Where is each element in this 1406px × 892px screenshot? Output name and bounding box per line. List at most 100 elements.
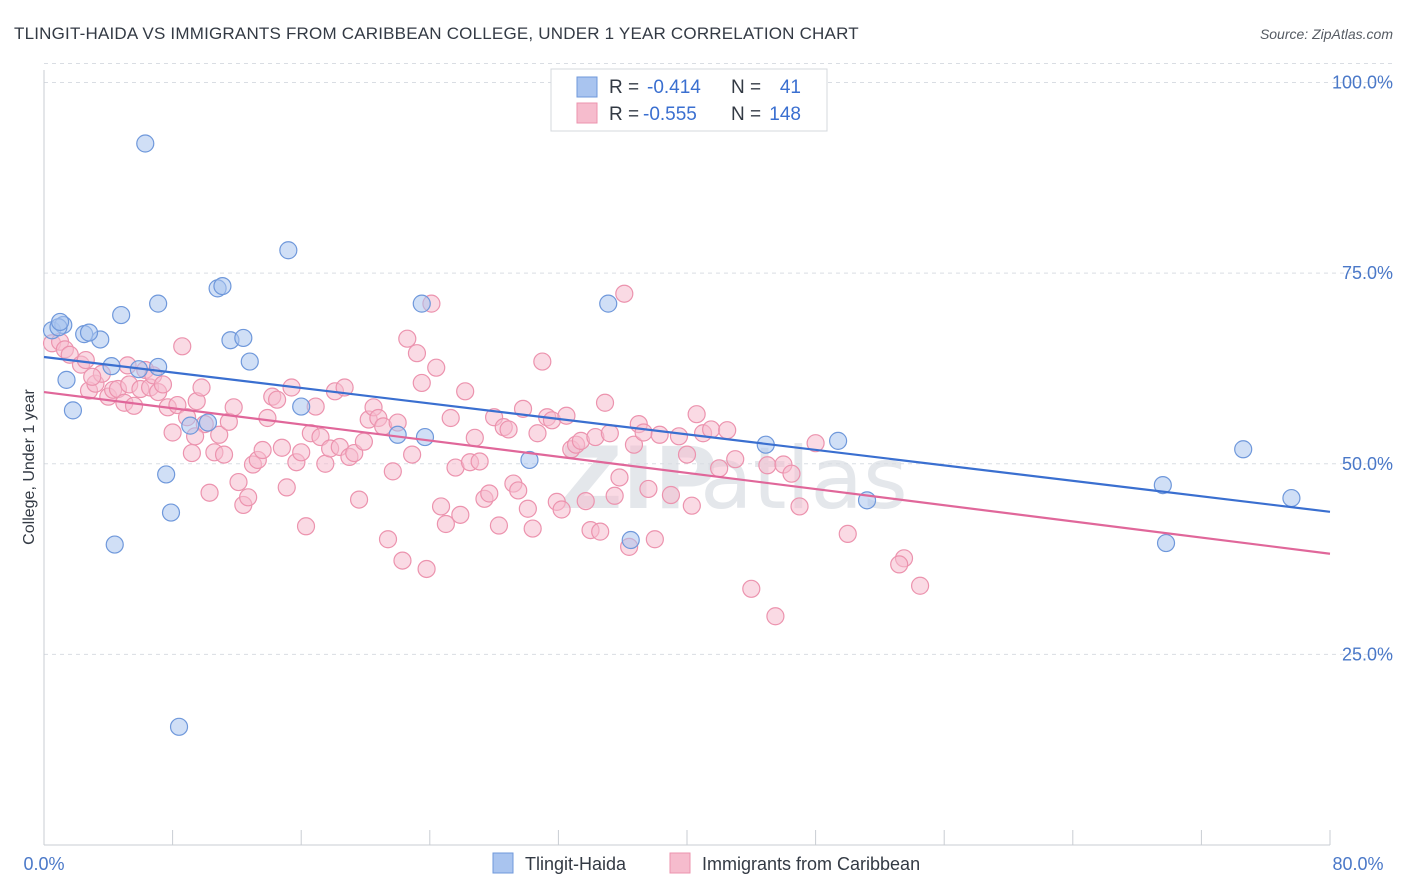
caribbean-point <box>726 450 745 469</box>
tlingit-haida-point <box>136 134 155 153</box>
caribbean-point <box>499 420 518 439</box>
caribbean-point <box>682 496 701 515</box>
caribbean-point <box>790 497 809 516</box>
caribbean-point <box>595 393 615 412</box>
caribbean-point <box>766 607 785 626</box>
caribbean-point <box>806 434 825 453</box>
tlingit-haida-point <box>829 431 848 450</box>
caribbean-point <box>576 492 595 511</box>
caribbean-point <box>267 390 287 409</box>
caribbean-point <box>277 478 296 497</box>
caribbean-point <box>533 352 552 371</box>
caribbean-point <box>742 579 761 598</box>
caribbean-point <box>258 408 277 428</box>
caribbean-point <box>292 443 311 462</box>
caribbean-point <box>436 514 455 534</box>
caribbean-point <box>552 500 571 519</box>
caribbean-point <box>124 396 144 415</box>
caribbean-point <box>758 456 777 475</box>
x-axis-ticks <box>43 830 1331 845</box>
caribbean-point <box>412 373 431 393</box>
tlingit-haida-point <box>240 352 259 371</box>
y-tick-label: 75.0% <box>1342 263 1393 283</box>
caribbean-point <box>272 438 292 457</box>
caribbean-point <box>451 505 470 524</box>
bottom-legend-swatch-caribbean <box>669 852 691 874</box>
trend-line-caribbean <box>43 390 1331 555</box>
caribbean-point <box>528 424 547 443</box>
caribbean-point <box>431 497 451 516</box>
caribbean-point <box>605 486 624 505</box>
legend-r-label-1: R = <box>609 77 639 98</box>
caribbean-point <box>398 329 417 348</box>
caribbean-point <box>229 472 248 492</box>
caribbean-point <box>634 423 653 442</box>
caribbean-point <box>173 337 192 356</box>
caribbean-point <box>182 443 201 463</box>
bottom-legend-swatch-tlingit-haida <box>492 852 514 874</box>
legend-n-value-2: 148 <box>769 104 801 125</box>
tlingit-haida-point <box>1234 440 1253 459</box>
caribbean-point <box>910 576 930 595</box>
caribbean-point <box>465 428 484 447</box>
y-tick-label: 50.0% <box>1342 454 1393 474</box>
trend-lines <box>43 355 1331 555</box>
tlingit-haida-point <box>63 401 83 420</box>
legend-r-label-2: R = <box>609 104 639 125</box>
y-tick-labels: 25.0% 50.0% 75.0% 100.0% <box>1332 73 1393 665</box>
tlingit-haida-point <box>412 294 431 313</box>
caribbean-point <box>523 519 542 538</box>
tlingit-haida-point <box>50 312 70 332</box>
y-tick-label: 100.0% <box>1332 73 1393 93</box>
source-credit: Source: ZipAtlas.com <box>1260 26 1393 42</box>
tlingit-haida-point <box>198 413 218 432</box>
chart-title: TLINGIT-HAIDA VS IMMIGRANTS FROM CARIBBE… <box>14 24 859 43</box>
y-tick-label: 25.0% <box>1342 644 1393 664</box>
caribbean-point <box>470 452 489 471</box>
caribbean-point <box>378 530 398 549</box>
caribbean-point <box>296 517 316 536</box>
caribbean-point <box>76 350 95 370</box>
caribbean-point <box>456 382 475 401</box>
caribbean-point <box>610 468 629 487</box>
caribbean-point <box>407 344 427 363</box>
caribbean-point <box>687 405 706 424</box>
caribbean-point <box>624 435 644 454</box>
legend-r-value-1: -0.414 <box>647 77 701 98</box>
caribbean-point <box>782 464 801 483</box>
caribbean-point <box>650 425 669 444</box>
series-tlingit-haida-points <box>42 134 1301 736</box>
caribbean-point <box>702 420 721 439</box>
tlingit-haida-point <box>149 294 168 313</box>
x-tick-label-max: 80.0% <box>1332 854 1383 874</box>
caribbean-point <box>153 375 173 394</box>
legend-n-label-2: N = <box>731 104 761 125</box>
caribbean-point <box>890 555 909 574</box>
tlingit-haida-point <box>234 328 253 348</box>
caribbean-point <box>316 454 335 473</box>
bottom-legend-label-tlingit-haida: Tlingit-Haida <box>525 854 627 874</box>
tlingit-haida-point <box>520 450 539 470</box>
caribbean-point <box>615 284 634 303</box>
bottom-legend: Tlingit-Haida Immigrants from Caribbean <box>492 852 920 874</box>
tlingit-haida-point <box>292 397 311 416</box>
legend-r-value-2: -0.555 <box>643 104 697 125</box>
caribbean-point <box>710 459 729 478</box>
caribbean-point <box>349 490 369 509</box>
legend-n-value-1: 41 <box>780 77 801 98</box>
caribbean-point <box>253 440 272 460</box>
tlingit-haida-point <box>169 717 189 736</box>
tlingit-haida-point <box>149 357 168 377</box>
legend-box: R = -0.414 N = 41 R = -0.555 N = 148 <box>550 68 828 132</box>
tlingit-haida-point <box>1156 533 1176 553</box>
caribbean-point <box>518 499 537 518</box>
tlingit-haida-point <box>1153 476 1172 495</box>
caribbean-point <box>489 516 509 535</box>
caribbean-point <box>639 479 658 499</box>
tlingit-haida-point <box>279 241 298 260</box>
caribbean-point <box>427 358 446 377</box>
caribbean-point <box>393 551 412 570</box>
tlingit-haida-point <box>181 416 200 435</box>
caribbean-point <box>417 559 436 579</box>
caribbean-point <box>192 378 211 397</box>
